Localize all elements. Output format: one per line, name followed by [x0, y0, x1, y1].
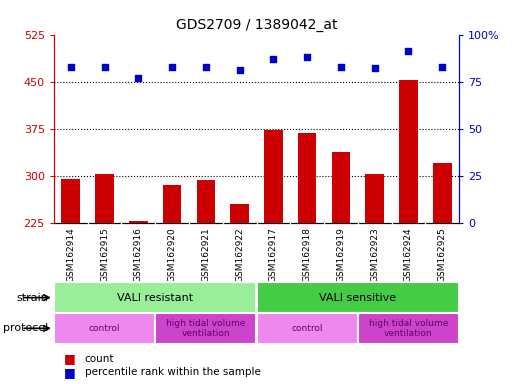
- Text: VALI resistant: VALI resistant: [117, 293, 193, 303]
- Bar: [358, 313, 459, 344]
- Text: GSM162925: GSM162925: [438, 227, 447, 282]
- Point: [303, 54, 311, 60]
- Bar: [196, 180, 215, 223]
- Point: [101, 63, 109, 70]
- Bar: [54, 282, 256, 313]
- Bar: [256, 282, 459, 313]
- Point: [404, 48, 412, 55]
- Text: GSM162916: GSM162916: [134, 227, 143, 282]
- Text: control: control: [291, 324, 323, 333]
- Text: GSM162921: GSM162921: [201, 227, 210, 282]
- Text: strain: strain: [17, 293, 49, 303]
- Title: GDS2709 / 1389042_at: GDS2709 / 1389042_at: [176, 18, 337, 32]
- Point: [134, 75, 143, 81]
- Point: [370, 65, 379, 71]
- Text: GSM162918: GSM162918: [303, 227, 312, 282]
- Text: control: control: [89, 324, 120, 333]
- Text: ■: ■: [64, 353, 76, 366]
- Bar: [365, 174, 384, 223]
- Text: protocol: protocol: [4, 323, 49, 333]
- Bar: [163, 185, 182, 223]
- Text: high tidal volume
ventilation: high tidal volume ventilation: [166, 319, 246, 338]
- Text: GSM162914: GSM162914: [66, 227, 75, 282]
- Bar: [264, 130, 283, 223]
- Point: [168, 63, 176, 70]
- Text: high tidal volume
ventilation: high tidal volume ventilation: [369, 319, 448, 338]
- Text: ■: ■: [64, 366, 76, 379]
- Bar: [433, 163, 451, 223]
- Bar: [155, 313, 256, 344]
- Bar: [95, 174, 114, 223]
- Text: GSM162920: GSM162920: [168, 227, 176, 282]
- Text: count: count: [85, 354, 114, 364]
- Bar: [331, 152, 350, 223]
- Text: GSM162917: GSM162917: [269, 227, 278, 282]
- Point: [337, 63, 345, 70]
- Bar: [129, 221, 148, 223]
- Bar: [298, 133, 317, 223]
- Text: GSM162924: GSM162924: [404, 227, 413, 282]
- Point: [202, 63, 210, 70]
- Bar: [62, 179, 80, 223]
- Text: GSM162919: GSM162919: [337, 227, 345, 282]
- Text: percentile rank within the sample: percentile rank within the sample: [85, 367, 261, 377]
- Point: [269, 56, 278, 62]
- Bar: [54, 313, 155, 344]
- Bar: [230, 204, 249, 223]
- Text: GSM162923: GSM162923: [370, 227, 379, 282]
- Text: GSM162922: GSM162922: [235, 227, 244, 282]
- Text: GSM162915: GSM162915: [100, 227, 109, 282]
- Bar: [399, 80, 418, 223]
- Point: [67, 63, 75, 70]
- Point: [235, 67, 244, 73]
- Bar: [256, 313, 358, 344]
- Point: [438, 63, 446, 70]
- Text: VALI sensitive: VALI sensitive: [319, 293, 397, 303]
